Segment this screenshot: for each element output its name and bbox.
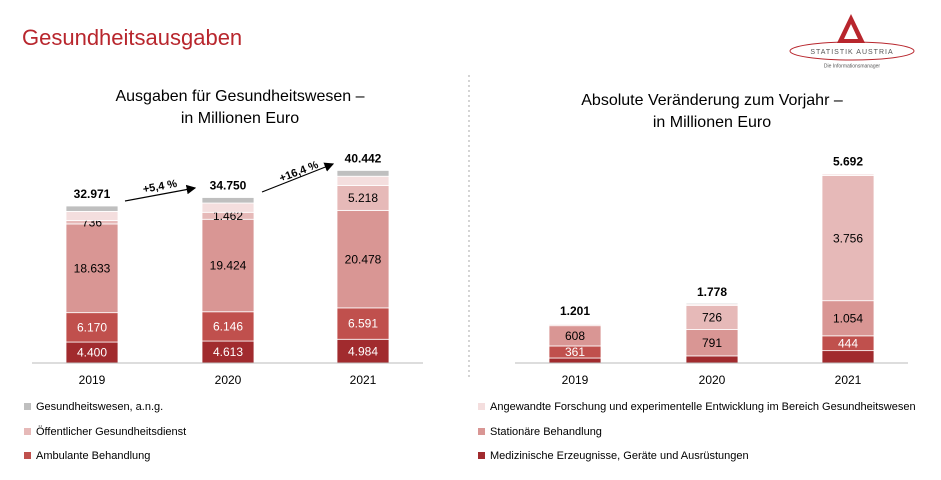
data-label: 361 [565, 345, 585, 359]
arrow [261, 162, 335, 193]
data-label: 6.146 [213, 320, 243, 334]
chart-title: Ausgaben für Gesundheitswesen – [115, 88, 364, 105]
bar-segment [685, 329, 739, 357]
annotation: +16,4 % [278, 159, 320, 185]
bar-segment [201, 202, 255, 213]
bar-segment [336, 170, 390, 177]
chart-title: Absolute Veränderung zum Vorjahr – [581, 92, 843, 109]
data-label: 20.478 [345, 252, 382, 266]
data-label: 5.218 [348, 191, 378, 205]
bar-segment [65, 312, 119, 343]
arrow [124, 184, 197, 202]
legend-swatch [24, 428, 31, 435]
bar-segment [65, 223, 119, 314]
bar-segment [821, 172, 875, 175]
data-label: 791 [702, 336, 722, 350]
chart-title: in Millionen Euro [653, 114, 771, 131]
chart-title: in Millionen Euro [181, 110, 299, 127]
bar-segment [821, 300, 875, 337]
total-label: 5.692 [833, 154, 863, 168]
data-label: 1.054 [833, 311, 863, 325]
data-label: 6.591 [348, 317, 378, 331]
legend-label: Gesundheitswesen, a.n.g. [36, 401, 163, 413]
bar-segment [336, 209, 390, 309]
bar-segment [201, 197, 255, 204]
data-label: 4.984 [348, 344, 378, 358]
data-label: 18.633 [74, 261, 111, 275]
legend-label: Angewandte Forschung und experimentelle … [490, 401, 916, 413]
page-title: Gesundheitsausgaben [22, 25, 242, 50]
data-label: 4.613 [213, 345, 243, 359]
x-tick-label: 2019 [562, 373, 589, 387]
bar-segment [548, 322, 602, 325]
data-label: 608 [565, 329, 585, 343]
legend-swatch [478, 428, 485, 435]
logo: STATISTIK AUSTRIA Die Informationsmanage… [789, 14, 915, 69]
total-label: 1.778 [697, 285, 727, 299]
legend-label: Öffentlicher Gesundheitsdienst [36, 426, 186, 438]
x-tick-label: 2019 [79, 373, 106, 387]
annotation: +5,4 % [142, 178, 178, 196]
data-label: 3.756 [833, 231, 863, 245]
bar-segment [821, 350, 875, 364]
x-tick-label: 2020 [215, 373, 242, 387]
bar-segment [685, 302, 739, 305]
bar-segment [65, 210, 119, 221]
bar-segment [685, 355, 739, 364]
bar-segment [821, 175, 875, 302]
legend-swatch [478, 452, 485, 459]
bar-segment [685, 304, 739, 330]
x-tick-label: 2021 [350, 373, 377, 387]
legend-swatch [478, 403, 485, 410]
bar-segment [336, 175, 390, 186]
total-label: 1.201 [560, 304, 590, 318]
data-label: 444 [838, 336, 858, 350]
data-label: 726 [702, 311, 722, 325]
bar-segment [65, 205, 119, 212]
logo-tagline: Die Informationsmanager [824, 63, 880, 69]
x-tick-label: 2021 [835, 373, 862, 387]
legend-label: Ambulante Behandlung [36, 450, 150, 462]
x-tick-label: 2020 [699, 373, 726, 387]
legend-swatch [24, 452, 31, 459]
data-label: 19.424 [210, 259, 247, 273]
bar-segment [201, 218, 255, 313]
legend-label: Medizinische Erzeugnisse, Geräte und Aus… [490, 450, 749, 462]
legend-swatch [24, 403, 31, 410]
data-label: 4.400 [77, 346, 107, 360]
total-label: 32.971 [74, 187, 111, 201]
logo-text: STATISTIK AUSTRIA [810, 49, 893, 56]
data-label: 6.170 [77, 321, 107, 335]
total-label: 40.442 [345, 152, 382, 166]
legend-label: Stationäre Behandlung [490, 426, 602, 438]
bar-segment [201, 311, 255, 342]
total-label: 34.750 [210, 179, 247, 193]
